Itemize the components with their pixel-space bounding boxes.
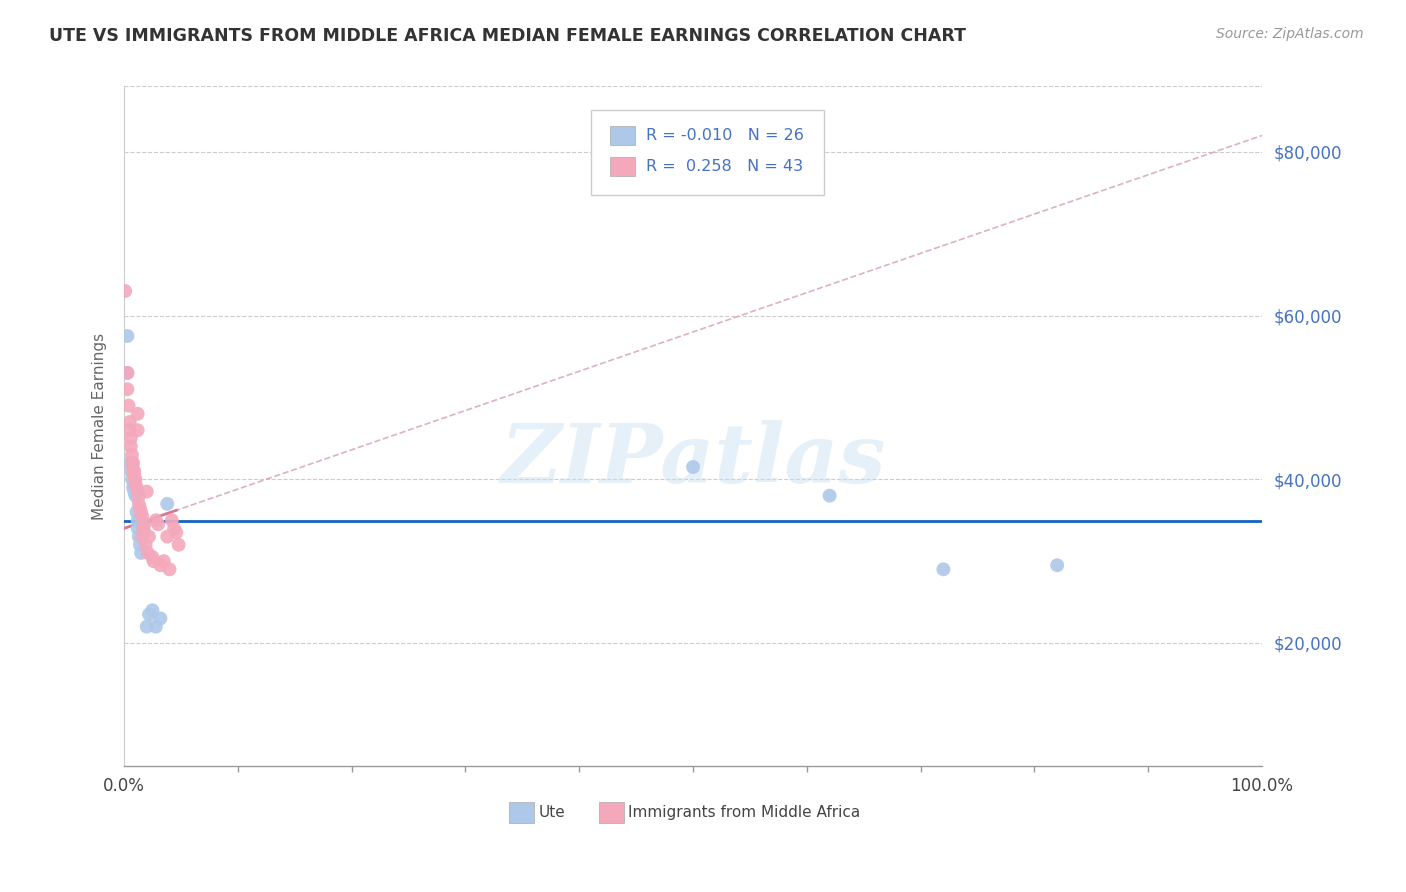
- Point: [120, 464, 142, 478]
- Point: [122, 468, 145, 483]
- Point: [117, 399, 139, 413]
- Point: [128, 497, 150, 511]
- Point: [132, 521, 155, 535]
- Text: ZIPatlas: ZIPatlas: [501, 420, 886, 500]
- Point: [145, 513, 167, 527]
- Point: [117, 366, 139, 380]
- Point: [131, 509, 153, 524]
- FancyBboxPatch shape: [591, 110, 824, 195]
- Point: [121, 456, 143, 470]
- Text: Immigrants from Middle Africa: Immigrants from Middle Africa: [628, 805, 860, 820]
- Point: [117, 329, 139, 343]
- Point: [117, 382, 139, 396]
- Point: [125, 505, 148, 519]
- Point: [129, 538, 152, 552]
- Point: [127, 513, 149, 527]
- Point: [122, 480, 145, 494]
- Point: [1046, 558, 1069, 573]
- Point: [159, 562, 181, 576]
- Point: [122, 456, 145, 470]
- Point: [149, 611, 172, 625]
- Point: [128, 530, 150, 544]
- Point: [156, 497, 179, 511]
- Point: [128, 489, 150, 503]
- Point: [127, 423, 149, 437]
- Y-axis label: Median Female Earnings: Median Female Earnings: [93, 333, 107, 520]
- Point: [134, 525, 156, 540]
- Point: [125, 480, 148, 494]
- Point: [118, 456, 141, 470]
- Point: [141, 603, 163, 617]
- Point: [932, 562, 955, 576]
- Point: [146, 517, 169, 532]
- Point: [142, 554, 165, 568]
- Text: Source: ZipAtlas.com: Source: ZipAtlas.com: [1216, 27, 1364, 41]
- Point: [121, 448, 143, 462]
- Point: [138, 530, 160, 544]
- Point: [136, 546, 159, 560]
- Point: [117, 366, 139, 380]
- Point: [120, 431, 142, 445]
- Point: [129, 546, 152, 560]
- Text: Ute: Ute: [538, 805, 565, 820]
- Point: [131, 530, 153, 544]
- Point: [167, 538, 190, 552]
- Point: [114, 284, 136, 298]
- Point: [682, 460, 704, 475]
- Point: [818, 489, 841, 503]
- Point: [149, 558, 172, 573]
- Bar: [599, 803, 624, 822]
- Point: [124, 489, 146, 503]
- Point: [124, 472, 146, 486]
- Point: [134, 517, 156, 532]
- Point: [124, 476, 146, 491]
- Point: [163, 521, 186, 535]
- Point: [135, 538, 157, 552]
- Point: [138, 607, 160, 622]
- Point: [118, 415, 141, 429]
- Bar: [610, 157, 636, 176]
- Point: [121, 472, 143, 486]
- Point: [145, 619, 167, 633]
- Point: [160, 513, 183, 527]
- Point: [122, 484, 145, 499]
- Point: [122, 464, 145, 478]
- Point: [118, 423, 141, 437]
- Point: [131, 517, 153, 532]
- Point: [141, 549, 163, 564]
- Point: [127, 521, 149, 535]
- Text: R = -0.010   N = 26: R = -0.010 N = 26: [647, 128, 804, 144]
- Point: [122, 464, 145, 478]
- Point: [129, 500, 152, 515]
- Text: R =  0.258   N = 43: R = 0.258 N = 43: [647, 159, 803, 174]
- Bar: [509, 803, 534, 822]
- Point: [153, 554, 176, 568]
- Point: [129, 505, 152, 519]
- Point: [120, 440, 142, 454]
- Point: [127, 407, 149, 421]
- Point: [156, 530, 179, 544]
- Point: [165, 525, 187, 540]
- Text: UTE VS IMMIGRANTS FROM MIDDLE AFRICA MEDIAN FEMALE EARNINGS CORRELATION CHART: UTE VS IMMIGRANTS FROM MIDDLE AFRICA MED…: [49, 27, 966, 45]
- Bar: [610, 127, 636, 145]
- Point: [135, 619, 157, 633]
- Point: [135, 484, 157, 499]
